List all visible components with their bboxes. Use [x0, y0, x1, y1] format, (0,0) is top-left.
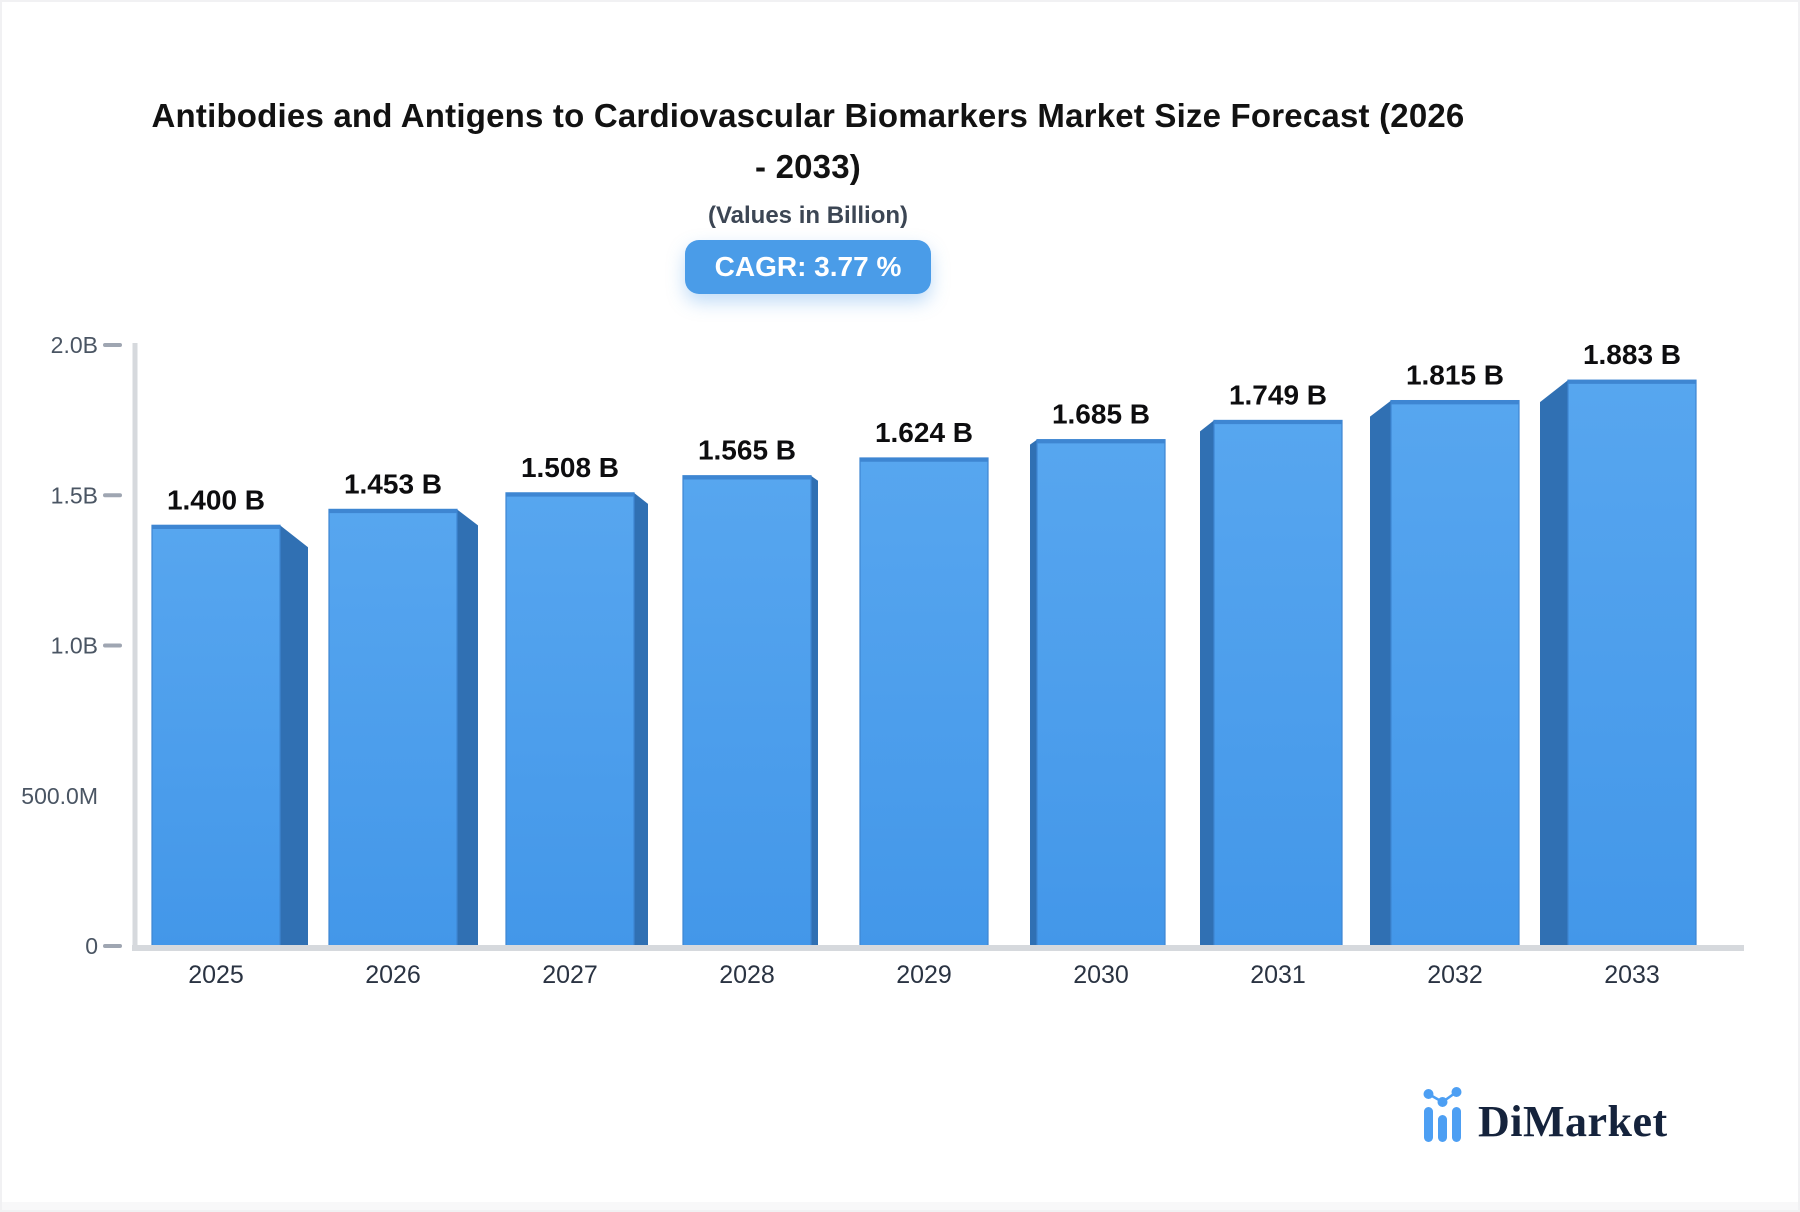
bar-value-label: 1.815 B [1406, 360, 1504, 391]
bar-2026[interactable] [328, 508, 478, 947]
bar-front-face [1390, 399, 1520, 947]
bar-side-face [1030, 439, 1037, 946]
x-axis-label: 2028 [719, 961, 775, 989]
y-axis-label: 2.0B [51, 332, 98, 358]
bar-front-face [1567, 379, 1697, 947]
x-axis-label: 2033 [1604, 961, 1660, 989]
bar-front-face [151, 524, 281, 947]
bar-2028[interactable] [682, 475, 818, 947]
bar-value-label: 1.508 B [521, 452, 619, 483]
y-axis-label: 1.0B [51, 633, 98, 659]
x-axis-label: 2029 [896, 961, 952, 989]
bar-value-label: 1.624 B [875, 417, 973, 448]
x-axis-label: 2030 [1073, 961, 1129, 989]
x-axis-label: 2031 [1250, 961, 1306, 989]
chart-title: Antibodies and Antigens to Cardiovascula… [151, 97, 1465, 186]
bar-side-face [634, 492, 648, 946]
x-axis-label: 2025 [188, 961, 244, 989]
bar-value-label: 1.685 B [1052, 399, 1150, 430]
bar-2032[interactable] [1370, 399, 1520, 947]
bar-value-label: 1.883 B [1583, 339, 1681, 370]
bar-side-face [1200, 420, 1214, 946]
bar-2031[interactable] [1200, 419, 1343, 947]
bar-front-face [505, 492, 635, 947]
bar-value-label: 1.565 B [698, 435, 796, 466]
brand-logo: DiMarket [1422, 1084, 1668, 1144]
cagr-badge: CAGR: 3.77 % [684, 240, 932, 295]
x-axis-label: 2026 [365, 961, 421, 989]
bar-front-face [1213, 419, 1343, 947]
bar-front-face [1036, 439, 1166, 947]
bar-chart-logo-icon [1423, 1087, 1462, 1142]
chart-header: Antibodies and Antigens to Cardiovascula… [88, 90, 1528, 295]
bar-side-face [1370, 400, 1391, 946]
y-axis-label: 1.5B [51, 482, 98, 508]
x-axis-label: 2032 [1427, 961, 1483, 989]
chart-subtitle: (Values in Billion) [707, 202, 909, 230]
bar-2030[interactable] [1030, 439, 1166, 947]
bar-value-label: 1.453 B [344, 468, 442, 499]
bar-front-face [682, 475, 812, 947]
bottom-strip [2, 1202, 1798, 1210]
brand-name: DiMarket [1478, 1097, 1668, 1146]
bar-side-face [280, 525, 308, 946]
bar-side-face [1540, 380, 1568, 946]
bar-2025[interactable] [151, 524, 308, 947]
bar-side-face [457, 509, 478, 946]
y-axis-label: 0 [85, 933, 98, 959]
bar-front-face [328, 508, 458, 947]
bar-front-face [859, 457, 989, 947]
x-axis-label: 2027 [542, 961, 598, 989]
bar-value-label: 1.400 B [167, 484, 265, 515]
bar-value-label: 1.749 B [1229, 379, 1327, 410]
bar-2029[interactable] [859, 457, 989, 947]
bar-side-face [811, 475, 818, 946]
bar-2027[interactable] [505, 492, 648, 947]
bar-2033[interactable] [1540, 379, 1697, 947]
y-axis-label: 500.0M [21, 783, 98, 809]
